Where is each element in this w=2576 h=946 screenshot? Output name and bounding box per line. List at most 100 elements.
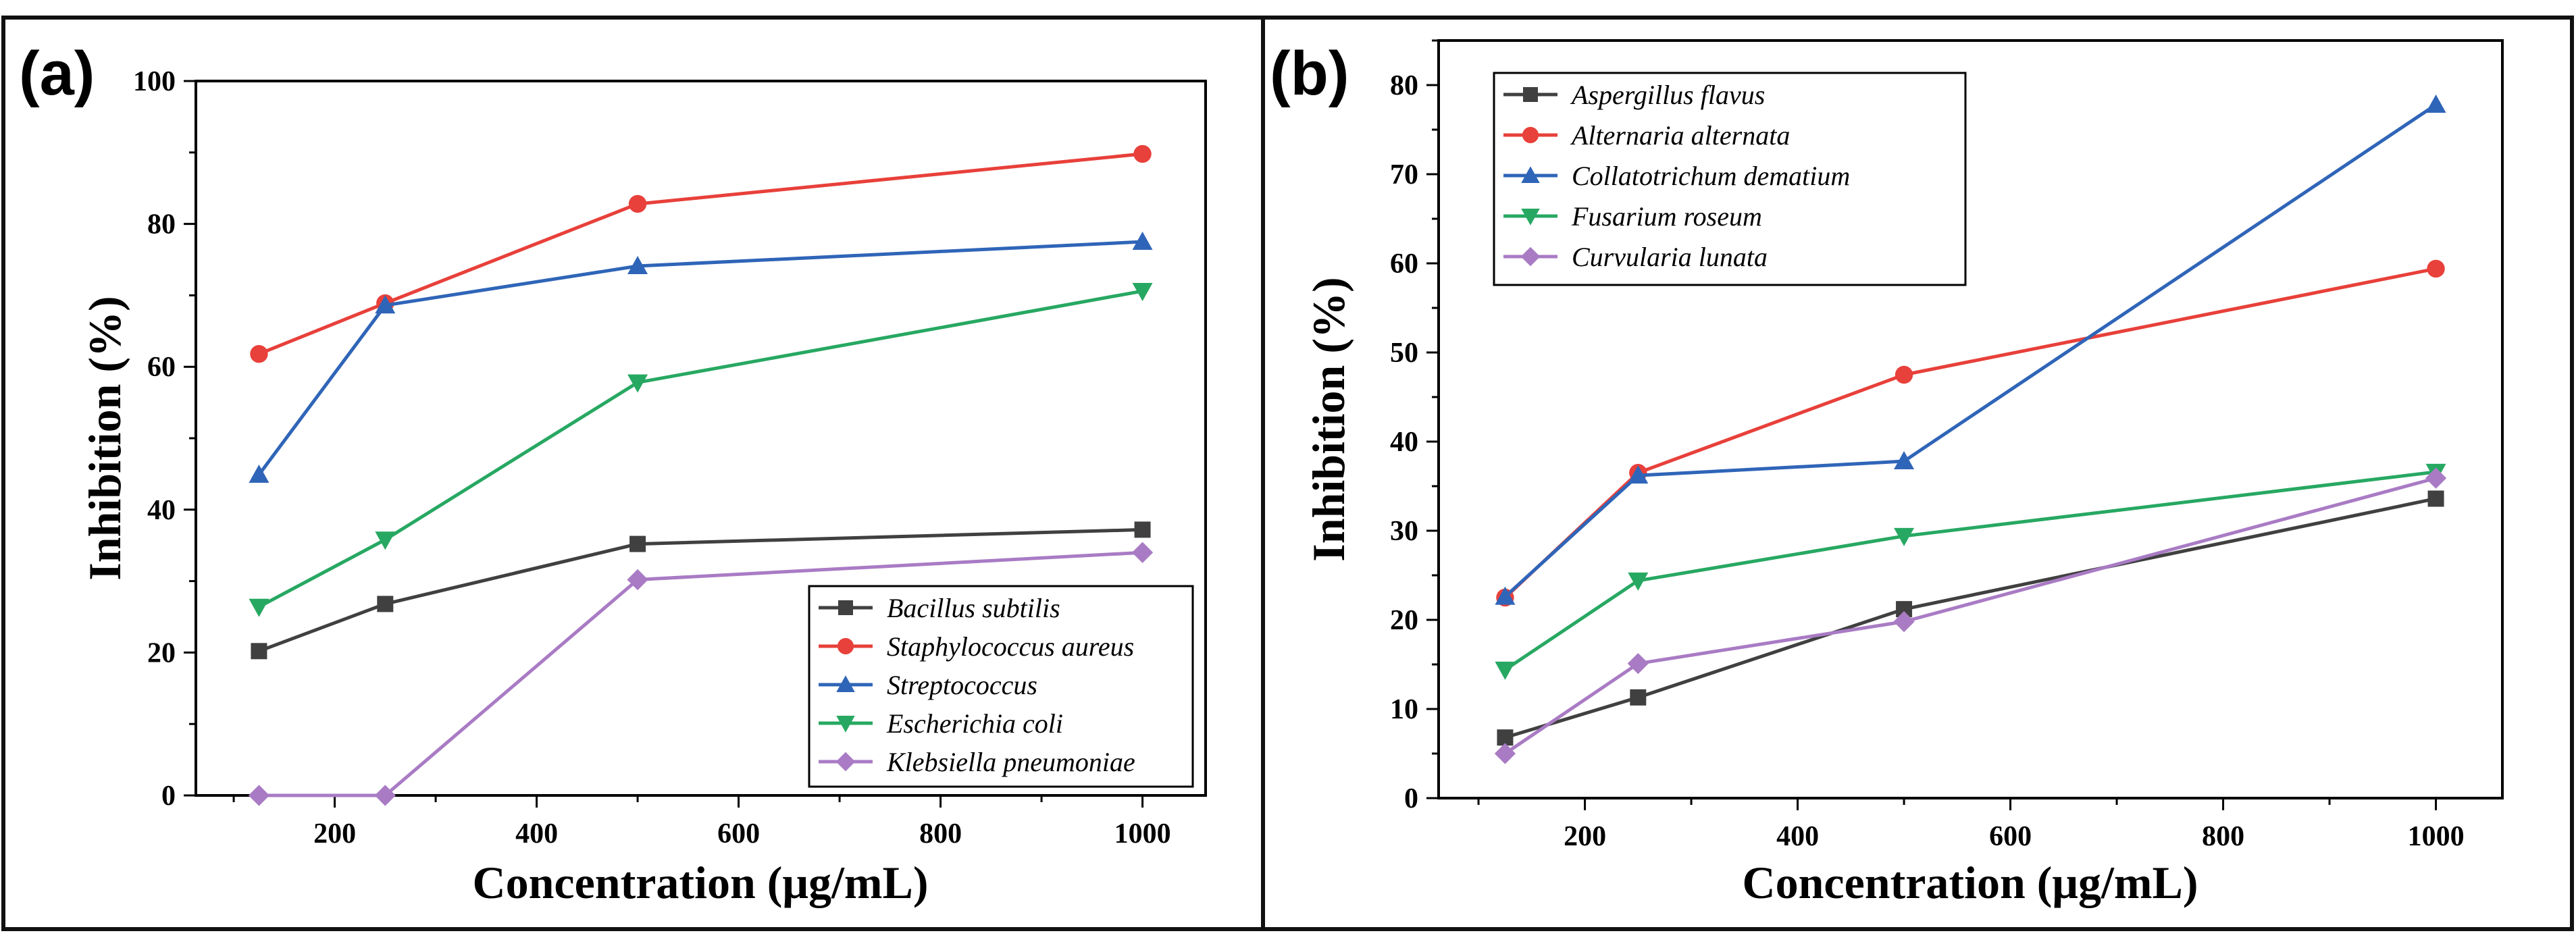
- data-point: [248, 785, 270, 806]
- data-point: [375, 531, 396, 550]
- legend: Bacillus subtilis Staphylococcus aureus St…: [808, 585, 1194, 788]
- data-point: [249, 598, 269, 617]
- legend-box: [1493, 72, 1967, 286]
- data-point: [1132, 283, 1153, 302]
- y-tick-label: 40: [147, 495, 176, 526]
- x-axis-title: Concentration (μg/mL): [1742, 857, 2198, 908]
- y-tick-label: 40: [1390, 427, 1418, 458]
- legend-marker: [1521, 166, 1540, 183]
- legend-label: Curvularia lunata: [1572, 242, 1768, 272]
- data-point: [375, 295, 396, 314]
- y-tick-label: 30: [1390, 516, 1418, 547]
- data-point: [377, 596, 394, 612]
- legend-marker: [1522, 126, 1539, 144]
- series-line: [258, 527, 1143, 653]
- y-tick-label: 20: [1390, 605, 1418, 636]
- x-axis-title: Concentration (μg/mL): [472, 857, 928, 908]
- series-line: [257, 240, 1143, 476]
- y-tick-label: 0: [161, 781, 176, 812]
- data-point: [249, 464, 269, 483]
- y-tick-label: 80: [1390, 70, 1418, 101]
- x-tick-label: 200: [313, 818, 356, 849]
- series-line: [259, 550, 1143, 797]
- data-point: [251, 643, 267, 660]
- data-point: [1628, 572, 1649, 591]
- series-line: [258, 152, 1143, 356]
- legend-marker: [836, 675, 855, 692]
- data-point: [1495, 661, 1516, 680]
- legend-box: [808, 585, 1194, 788]
- legend-label: Streptococcus: [887, 670, 1037, 700]
- data-point: [2427, 259, 2445, 278]
- x-tick-label: 800: [919, 818, 962, 849]
- y-axis-title: Inhibition (%): [1303, 277, 1354, 561]
- y-tick-label: 10: [1390, 694, 1418, 725]
- y-tick-label: 100: [133, 66, 176, 97]
- x-tick-label: 200: [1564, 821, 1606, 852]
- data-point: [1497, 729, 1514, 746]
- data-point: [374, 785, 396, 806]
- series-line: [258, 289, 1143, 608]
- series-line: [1504, 497, 2437, 739]
- data-point: [627, 256, 648, 275]
- data-point: [628, 194, 647, 213]
- series-line: [1503, 267, 2437, 599]
- data-point: [2427, 490, 2444, 507]
- series-line: [1504, 470, 2436, 671]
- legend-label: Escherichia coli: [886, 708, 1063, 739]
- data-point: [629, 535, 646, 552]
- data-point: [250, 344, 268, 363]
- legend-label: Klebsiella pneumoniae: [886, 747, 1135, 777]
- x-tick-label: 400: [1776, 821, 1819, 852]
- data-point: [627, 569, 648, 591]
- plot-frame: [1437, 39, 2504, 799]
- legend-marker: [1520, 246, 1541, 267]
- data-point: [1494, 743, 1516, 764]
- x-tick-label: 1000: [2408, 821, 2465, 852]
- series-line: [1504, 476, 2437, 756]
- legend-label: Alternaria alternata: [1570, 120, 1790, 151]
- y-tick-label: 60: [147, 352, 176, 383]
- legend-marker: [1521, 209, 1540, 226]
- y-axis-title: Inhibition (%): [79, 296, 130, 580]
- legend-label: Staphylococcus aureus: [887, 631, 1134, 662]
- legend-label: Collatotrichum dematium: [1572, 161, 1850, 191]
- data-point: [1895, 365, 1913, 384]
- data-point: [1630, 689, 1647, 706]
- x-tick-label: 800: [2202, 821, 2244, 852]
- data-point: [2425, 95, 2446, 113]
- panel-a: (a) 200 400 600 800 1000 0 20 40 60 80 100 Concentra…: [19, 39, 1207, 908]
- x-tick-label: 600: [717, 818, 760, 849]
- legend-label: Bacillus subtilis: [887, 593, 1060, 623]
- figure-border: [1, 16, 2574, 931]
- x-tick-label: 400: [515, 818, 558, 849]
- legend-marker: [836, 716, 855, 733]
- legend-marker: [1523, 87, 1538, 102]
- legend: Aspergillus flavus Alternaria alternata Co…: [1493, 72, 1967, 286]
- data-point: [1893, 611, 1915, 633]
- legend-marker: [838, 600, 853, 615]
- y-tick-label: 70: [1390, 159, 1418, 190]
- data-point: [1134, 521, 1151, 538]
- panel-label: (b): [1270, 39, 1349, 108]
- data-point: [1133, 144, 1152, 163]
- data-point: [1132, 232, 1153, 251]
- series-line: [1503, 103, 2437, 598]
- data-point: [1894, 527, 1915, 546]
- x-tick-label: 600: [1989, 821, 2032, 852]
- panel-b: (b) 200 400 600 800 1000 0 10 20 30 40 50 60 70 80 Conc…: [1270, 39, 2504, 908]
- data-point: [1495, 586, 1516, 605]
- data-point: [2425, 467, 2447, 489]
- data-point: [1894, 451, 1915, 470]
- legend-label: Aspergillus flavus: [1570, 80, 1765, 110]
- data-point: [1131, 542, 1154, 563]
- data-point: [1628, 465, 1649, 484]
- y-tick-label: 20: [147, 637, 176, 668]
- data-point: [1627, 653, 1649, 675]
- legend-marker: [835, 752, 856, 772]
- y-tick-label: 50: [1390, 338, 1418, 369]
- panel-label: (a): [19, 39, 95, 108]
- y-tick-label: 80: [147, 209, 176, 240]
- y-tick-label: 0: [1404, 783, 1418, 814]
